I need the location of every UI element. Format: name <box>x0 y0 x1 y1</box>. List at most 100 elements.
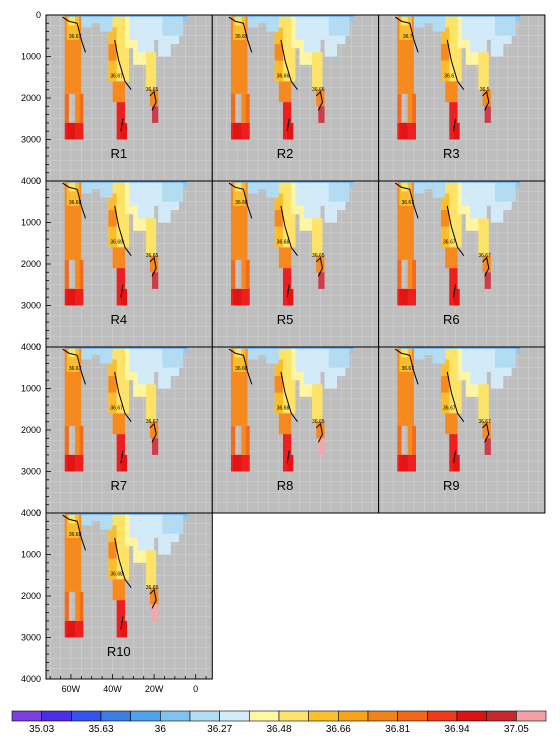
salinity-cell <box>152 106 159 123</box>
contour-label: 36.66 <box>312 87 325 93</box>
salinity-cells <box>64 181 188 306</box>
surface-band <box>66 513 188 515</box>
panel-label: R6 <box>443 312 460 327</box>
surface-band <box>399 15 520 17</box>
salinity-cell <box>183 347 188 354</box>
salinity-cell <box>81 347 92 360</box>
salinity-cell <box>79 591 84 621</box>
salinity-cells <box>397 347 520 472</box>
salinity-cell <box>91 15 101 24</box>
salinity-cell <box>440 44 450 61</box>
isohaline-contour <box>482 422 490 443</box>
salinity-cell <box>170 35 180 45</box>
contour-label: 36.7 <box>403 34 413 40</box>
panel-R1: 36.67 36.67 36.65 R1 0 1000 2000 3000 4000 <box>21 10 213 186</box>
y-tick-label: 4000 <box>21 176 41 186</box>
isohaline-contour <box>315 90 323 111</box>
salinity-cell <box>158 537 171 555</box>
salinity-cell <box>337 201 346 211</box>
panel-R8: 36.68 36.68 36.65 R8 <box>211 346 380 514</box>
salinity-cell <box>445 81 458 103</box>
salinity-cell <box>411 259 417 289</box>
salinity-cell <box>413 181 425 194</box>
isohaline-contour <box>149 90 157 111</box>
salinity-cell <box>397 259 402 289</box>
contour-label: 36.65 <box>312 253 325 259</box>
salinity-cell <box>316 89 325 107</box>
salinity-cell <box>235 347 242 358</box>
salinity-cell <box>484 106 491 123</box>
colorbar-swatch <box>486 710 517 722</box>
salinity-cell <box>235 181 242 192</box>
salinity-cell <box>328 181 350 202</box>
salinity-cell <box>233 454 242 472</box>
contour-label: 36.66 <box>277 73 290 79</box>
salinity-cell <box>91 347 101 356</box>
salinity-cell <box>407 425 412 455</box>
isohaline-contour <box>120 284 124 298</box>
salinity-cell <box>413 15 425 28</box>
salinity-cells <box>397 181 520 306</box>
salinity-cells <box>64 15 188 140</box>
salinity-cells <box>231 181 354 306</box>
salinity-cells <box>64 513 188 638</box>
contour-label: 36.67 <box>69 34 82 40</box>
panel-label: R5 <box>277 312 294 327</box>
salinity-cell <box>424 15 433 24</box>
salinity-cell <box>64 259 69 289</box>
contour-label: 36.67 <box>443 239 456 245</box>
salinity-cell <box>328 347 350 368</box>
salinity-cell <box>401 347 408 358</box>
isohaline-contour <box>149 588 157 609</box>
salinity-cell <box>149 89 159 107</box>
salinity-cell <box>399 122 408 140</box>
isohaline-contour <box>149 422 157 443</box>
salinity-cell <box>170 367 180 377</box>
panel-label: R9 <box>443 478 460 493</box>
salinity-cell <box>397 93 402 123</box>
isohaline-contour <box>280 39 298 91</box>
isohaline-contour <box>228 16 253 53</box>
isohaline-contour <box>280 371 298 423</box>
y-tick-label: 3000 <box>21 467 41 477</box>
salinity-cell <box>495 347 516 368</box>
surface-band <box>233 181 354 183</box>
contour-label: 36.67 <box>401 366 414 372</box>
salinity-cell <box>162 513 184 534</box>
salinity-cell <box>424 347 433 356</box>
salinity-cell <box>449 102 458 140</box>
salinity-cell <box>282 268 292 306</box>
salinity-cell <box>120 620 128 638</box>
panel-R4: 36.68 36.69 36.65 R4 0 1000 2000 3000 4000 <box>21 176 213 352</box>
salinity-cell <box>245 93 250 123</box>
salinity-cell <box>349 347 354 354</box>
isohaline-contour <box>394 182 419 219</box>
salinity-cells <box>231 347 354 472</box>
salinity-cell <box>81 181 92 194</box>
salinity-cell <box>515 15 520 22</box>
salinity-cell <box>266 347 279 364</box>
colorbar-label: 36.66 <box>326 724 351 735</box>
salinity-cell <box>100 347 113 364</box>
salinity-cell <box>152 438 159 455</box>
salinity-cell <box>120 454 128 472</box>
colorbar-swatch <box>100 710 131 722</box>
y-tick-label: 0 <box>36 342 41 352</box>
salinity-cell <box>282 102 292 140</box>
salinity-cell <box>116 102 125 140</box>
panel-R6: 36.67 36.67 36.67 R6 <box>378 180 546 348</box>
isohaline-contour <box>286 284 290 298</box>
salinity-cell <box>170 533 180 543</box>
salinity-cell <box>68 181 76 192</box>
salinity-cell <box>397 425 402 455</box>
salinity-cell <box>231 93 236 123</box>
salinity-cell <box>91 181 101 190</box>
salinity-cell <box>337 367 346 377</box>
salinity-cell <box>75 425 80 455</box>
isohaline-contour <box>452 118 457 132</box>
panel-label: R7 <box>110 478 127 493</box>
panel-R10: 36.68 36.68 36.65 R10 0 1000 2000 3000 4000 60W 40… <box>21 508 213 694</box>
salinity-cell <box>482 255 491 273</box>
salinity-cell <box>247 181 259 194</box>
salinity-cells <box>64 347 188 472</box>
